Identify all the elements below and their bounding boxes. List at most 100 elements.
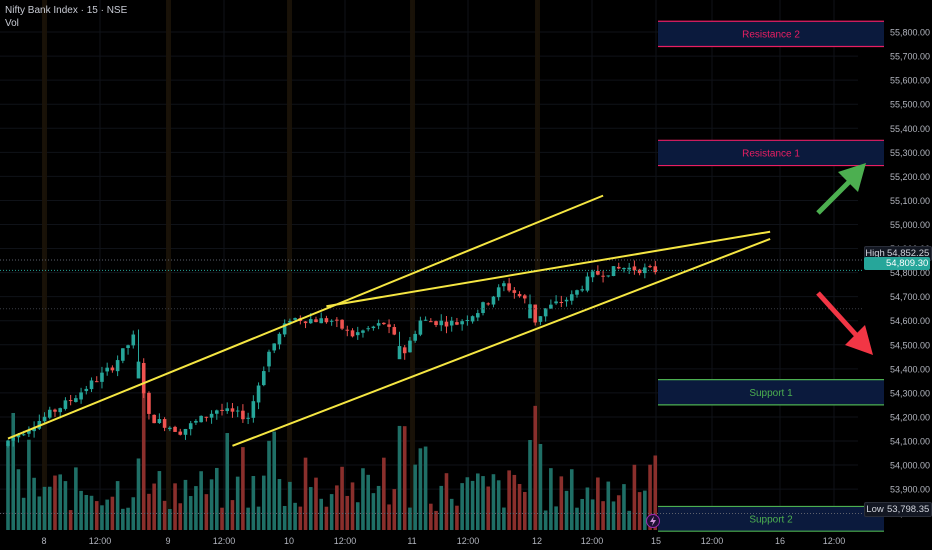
arrow-down-head bbox=[845, 325, 873, 355]
volume-bar bbox=[481, 476, 485, 530]
candle-body bbox=[382, 322, 386, 325]
time-axis[interactable]: 8 12:00 9 12:00 10 12:00 11 12:00 12 12:00 15 12:00… bbox=[0, 532, 932, 550]
session-band bbox=[287, 0, 292, 530]
candle-body bbox=[564, 299, 569, 302]
high-badge-key: High bbox=[865, 248, 885, 259]
session-band bbox=[166, 0, 171, 530]
arrow-up-head bbox=[838, 163, 866, 192]
last-price-badge: 54,809.30 bbox=[864, 257, 930, 270]
trendlines[interactable] bbox=[7, 194, 771, 447]
volume-bar bbox=[152, 483, 156, 530]
candle-body bbox=[32, 427, 36, 432]
candle-body bbox=[611, 266, 616, 277]
volume-bar bbox=[465, 477, 470, 530]
candle-body bbox=[16, 434, 21, 438]
candle-body bbox=[585, 276, 590, 291]
volume-bar bbox=[653, 455, 658, 530]
price-axis[interactable]: 53,800.0053,900.0054,000.0054,100.0054,2… bbox=[884, 0, 932, 550]
volume-bar bbox=[460, 483, 464, 530]
volume-bar bbox=[580, 498, 584, 530]
volume-bar bbox=[376, 485, 381, 530]
session-band bbox=[410, 0, 415, 530]
last-badge-value: 54,809.30 bbox=[886, 258, 929, 269]
candle-body bbox=[89, 380, 94, 390]
volume-bar bbox=[611, 501, 616, 530]
lightning-icon-bolt bbox=[650, 516, 656, 526]
candle-body bbox=[601, 275, 605, 277]
time-tick-label: 11 bbox=[407, 536, 416, 546]
candle-body bbox=[126, 345, 130, 349]
volume-bar bbox=[136, 458, 141, 530]
candle-body bbox=[188, 423, 193, 430]
candle-body bbox=[423, 319, 428, 321]
volume-bar bbox=[476, 473, 480, 530]
volume-bars bbox=[6, 389, 658, 530]
candle-body bbox=[272, 343, 277, 351]
volume-bar bbox=[528, 440, 532, 530]
time-tick-label: 12:00 bbox=[89, 536, 112, 546]
volume-bar bbox=[324, 506, 329, 530]
candle-body bbox=[350, 330, 355, 337]
candle-body bbox=[596, 270, 600, 275]
trendline bbox=[232, 237, 771, 447]
volume-bar bbox=[63, 481, 68, 530]
volume-bar bbox=[439, 485, 444, 530]
candle-body bbox=[168, 427, 172, 430]
zone-box bbox=[658, 21, 884, 47]
volume-bar bbox=[335, 485, 339, 530]
candle-body bbox=[486, 303, 491, 305]
volume-bar bbox=[402, 426, 407, 530]
candle-body bbox=[58, 408, 62, 413]
volume-bar bbox=[543, 510, 548, 530]
candle-body bbox=[74, 398, 78, 402]
arrow-up-shaft bbox=[816, 176, 855, 215]
session-bands bbox=[42, 0, 540, 530]
volume-bar bbox=[434, 510, 438, 530]
volume-bar bbox=[340, 466, 344, 530]
candle-body bbox=[366, 328, 370, 330]
candle-body bbox=[491, 296, 496, 305]
candlesticks[interactable] bbox=[6, 260, 658, 448]
volume-bar bbox=[538, 443, 543, 530]
volume-bar bbox=[298, 506, 303, 530]
volume-bar bbox=[235, 476, 240, 530]
volume-bar bbox=[444, 473, 449, 530]
candle-body bbox=[47, 409, 52, 418]
candle-body bbox=[554, 301, 558, 304]
candle-body bbox=[449, 320, 454, 326]
trendline bbox=[326, 230, 771, 308]
candle-body bbox=[84, 388, 89, 392]
candle-body bbox=[470, 316, 475, 322]
lightning-icon[interactable] bbox=[646, 514, 660, 528]
candle-body bbox=[183, 428, 188, 435]
price-tick-label: 53,900.00 bbox=[890, 485, 930, 495]
volume-bar bbox=[261, 475, 266, 530]
price-tick-label: 55,700.00 bbox=[890, 52, 930, 62]
volume-bar bbox=[141, 389, 146, 530]
price-zones: Resistance 2 Resistance 1 Support 1 Support… bbox=[658, 20, 884, 532]
volume-bar bbox=[616, 495, 621, 530]
volume-bar bbox=[183, 479, 188, 530]
low-badge-value: 53,798.35 bbox=[887, 504, 930, 515]
candle-body bbox=[21, 434, 26, 436]
volume-bar bbox=[215, 467, 219, 530]
candle-body bbox=[569, 294, 574, 301]
volume-bar bbox=[455, 505, 459, 530]
volume-bar bbox=[110, 496, 115, 530]
volume-bar bbox=[173, 483, 177, 530]
candle-body bbox=[397, 346, 402, 360]
volume-label: Vol bbox=[5, 18, 19, 29]
candle-body bbox=[418, 320, 423, 335]
session-band bbox=[535, 0, 540, 530]
volume-bar bbox=[256, 506, 261, 530]
volume-bar bbox=[308, 487, 313, 530]
volume-bar bbox=[314, 477, 318, 530]
candle-body bbox=[335, 319, 339, 321]
candle-body bbox=[413, 333, 417, 341]
volume-bar bbox=[522, 491, 527, 530]
candle-body bbox=[460, 321, 464, 325]
volume-bar bbox=[84, 494, 89, 530]
trendline bbox=[7, 194, 604, 440]
candle-body bbox=[11, 437, 16, 441]
